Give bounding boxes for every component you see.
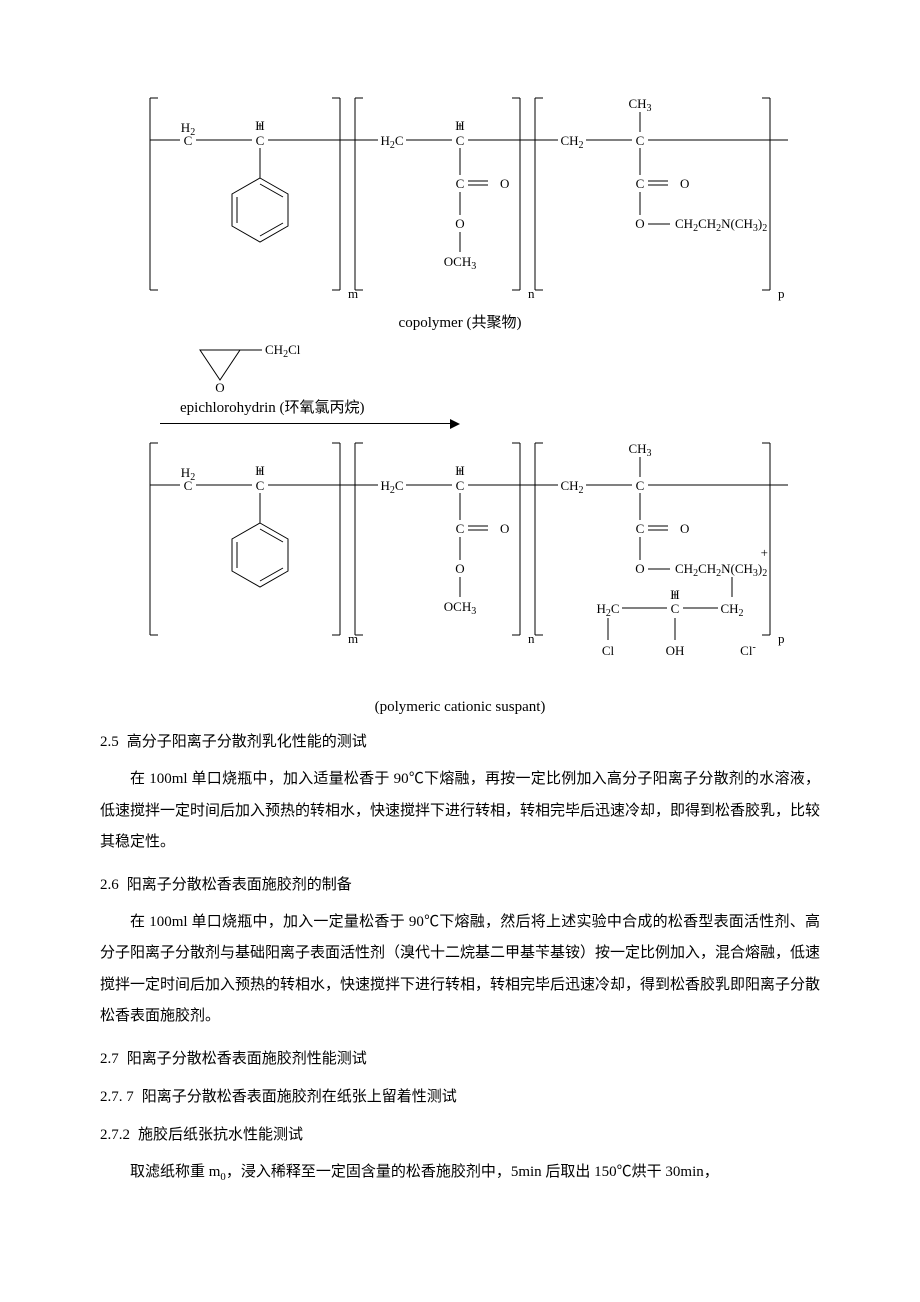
heading-num: 2.7.2 <box>100 1127 130 1143</box>
heading-num: 2.7 <box>100 1051 119 1067</box>
svg-text:m: m <box>348 286 358 301</box>
svg-text:O: O <box>635 216 644 231</box>
reaction-arrow <box>160 419 460 429</box>
svg-text:C: C <box>636 521 645 536</box>
heading-2-7: 2.7 阳离子分散松香表面施胶剂性能测试 <box>100 1047 820 1071</box>
svg-text:C: C <box>636 133 645 148</box>
svg-text:C: C <box>636 478 645 493</box>
svg-text:OCH3: OCH3 <box>444 599 476 617</box>
copolymer-label: copolymer (共聚物) <box>100 311 820 332</box>
svg-text:Cl-: Cl- <box>740 642 756 658</box>
svg-text:C: C <box>456 176 465 191</box>
svg-text:C: C <box>256 133 265 148</box>
heading-title: 高分子阳离子分散剂乳化性能的测试 <box>127 734 367 750</box>
svg-text:CH2: CH2 <box>560 478 583 496</box>
heading-2-7-2: 2.7.2 施胶后纸张抗水性能测试 <box>100 1123 820 1147</box>
paragraph-2-5: 在 100ml 单口烧瓶中，加入适量松香于 90℃下熔融，再按一定比例加入高分子… <box>100 764 820 859</box>
svg-text:p: p <box>778 286 785 301</box>
svg-text:C: C <box>456 133 465 148</box>
heading-2-6: 2.6 阳离子分散松香表面施胶剂的制备 <box>100 873 820 897</box>
heading-2-7-7: 2.7. 7 阳离子分散松香表面施胶剂在纸张上留着性测试 <box>100 1085 820 1109</box>
svg-text:C: C <box>671 601 680 616</box>
svg-text:O: O <box>635 561 644 576</box>
svg-text:O: O <box>500 176 509 191</box>
svg-text:O: O <box>680 176 689 191</box>
svg-text:C: C <box>456 521 465 536</box>
heading-title: 施胶后纸张抗水性能测试 <box>138 1127 303 1143</box>
heading-title: 阳离子分散松香表面施胶剂性能测试 <box>127 1051 367 1067</box>
polymeric-cationic-label: (polymeric cationic suspant) <box>100 699 820 716</box>
svg-text:H2C: H2C <box>380 478 403 496</box>
svg-text:O: O <box>500 521 509 536</box>
svg-text:OCH3: OCH3 <box>444 254 476 272</box>
heading-title: 阳离子分散松香表面施胶剂在纸张上留着性测试 <box>142 1089 457 1105</box>
svg-text:n: n <box>528 631 535 646</box>
svg-text:p: p <box>778 631 785 646</box>
svg-text:OH: OH <box>666 643 685 658</box>
svg-text:CH2Cl: CH2Cl <box>265 342 301 360</box>
copolymer-bottom-diagram: H2 C H C m H2C H C C <box>130 435 790 695</box>
svg-text:CH3: CH3 <box>628 96 651 114</box>
svg-text:O: O <box>455 561 464 576</box>
heading-num: 2.5 <box>100 734 119 750</box>
svg-text:C: C <box>636 176 645 191</box>
svg-text:n: n <box>528 286 535 301</box>
svg-text:Cl: Cl <box>602 643 615 658</box>
svg-text:CH2CH2N(CH3)2: CH2CH2N(CH3)2 <box>675 216 767 234</box>
paragraph-2-6: 在 100ml 单口烧瓶中，加入一定量松香于 90℃下熔融，然后将上述实验中合成… <box>100 907 820 1033</box>
svg-text:CH2: CH2 <box>720 601 743 619</box>
svg-text:+: + <box>761 545 768 560</box>
copolymer-top-diagram: H2 C H C m H2C H C <box>130 90 790 305</box>
heading-num: 2.7. 7 <box>100 1089 134 1105</box>
epichlorohydrin-label: epichlorohydrin (环氧氯丙烷) <box>180 396 820 417</box>
text-fragment: ，浸入稀释至一定固含量的松香施胶剂中，5min 后取出 150℃烘干 30min… <box>226 1164 719 1180</box>
svg-text:O: O <box>680 521 689 536</box>
svg-text:C: C <box>184 133 193 148</box>
svg-text:C: C <box>456 478 465 493</box>
epichlorohydrin-structure: O CH2Cl <box>160 342 320 394</box>
svg-text:CH2: CH2 <box>560 133 583 151</box>
svg-text:C: C <box>256 478 265 493</box>
svg-text:CH3: CH3 <box>628 441 651 459</box>
text-fragment: 取滤纸称重 m <box>130 1164 220 1180</box>
svg-text:CH2CH2N(CH3)2: CH2CH2N(CH3)2 <box>675 561 767 579</box>
reaction-arrow-block: O CH2Cl epichlorohydrin (环氧氯丙烷) <box>160 342 820 429</box>
paragraph-2-7-2: 取滤纸称重 m0，浸入稀释至一定固含量的松香施胶剂中，5min 后取出 150℃… <box>100 1157 820 1189</box>
heading-num: 2.6 <box>100 877 119 893</box>
heading-title: 阳离子分散松香表面施胶剂的制备 <box>127 877 352 893</box>
heading-2-5: 2.5 高分子阳离子分散剂乳化性能的测试 <box>100 730 820 754</box>
svg-text:C: C <box>184 478 193 493</box>
svg-text:H2C: H2C <box>596 601 619 619</box>
svg-text:O: O <box>455 216 464 231</box>
svg-text:O: O <box>215 380 224 394</box>
svg-text:H2C: H2C <box>380 133 403 151</box>
svg-text:m: m <box>348 631 358 646</box>
